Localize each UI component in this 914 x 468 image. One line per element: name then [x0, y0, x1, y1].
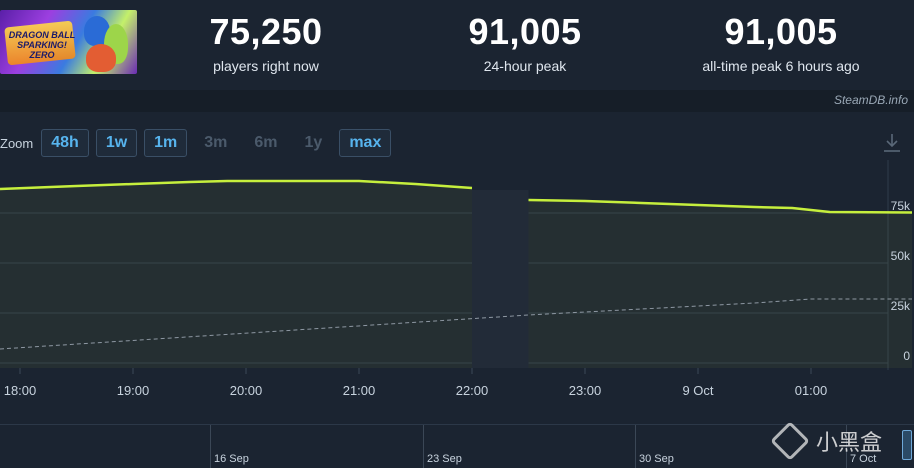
zoom-bar: Zoom 48h 1w 1m 3m 6m 1y max: [0, 128, 398, 158]
navigator-label: 16 Sep: [214, 453, 249, 465]
navigator-label: 7 Oct: [850, 453, 877, 465]
zoom-6m-button[interactable]: 6m: [254, 134, 278, 151]
y-tick-label: 25k: [891, 299, 911, 313]
chart-area-fills: [0, 181, 912, 368]
chart-gap-regions: [472, 190, 529, 368]
chart-header-strip: SteamDB.info: [0, 90, 914, 112]
all-time-peak-value: 91,005: [724, 11, 838, 52]
navigator-handle[interactable]: [902, 430, 912, 460]
zoom-1m-button[interactable]: 1m: [144, 129, 188, 157]
current-players-value: 75,250: [209, 11, 323, 52]
navigator-tick: [635, 425, 636, 468]
24h-peak-value: 91,005: [468, 11, 582, 52]
current-players-stat: 75,250 players right now: [196, 11, 336, 75]
no-data-region: [472, 190, 529, 368]
comparison-dashed-line: [0, 298, 912, 350]
current-players-label: players right now: [213, 58, 319, 74]
chart-x-ticks: 18:00 19:00 20:00 21:00 22:00 23:00 9 Oct 01:00: [4, 368, 828, 398]
zoom-1y-button[interactable]: 1y: [304, 134, 323, 151]
xiaoheihe-watermark: 小黑盒: [770, 421, 883, 461]
steamdb-watermark: SteamDB.info: [833, 93, 908, 107]
zoom-1w-button[interactable]: 1w: [95, 129, 138, 157]
x-tick-label: 18:00: [4, 383, 37, 398]
x-tick-label: 19:00: [117, 383, 150, 398]
x-tick-label: 9 Oct: [682, 383, 713, 398]
navigator-tick: [846, 425, 847, 468]
series-area: [528, 200, 912, 368]
player-count-line: [528, 198, 913, 214]
download-icon[interactable]: [882, 132, 902, 154]
time-navigator[interactable]: 16 Sep 23 Sep 30 Sep 7 Oct: [0, 424, 914, 468]
character-figure: [86, 44, 116, 72]
series-area: [0, 181, 472, 368]
zoom-max-button[interactable]: max: [339, 129, 392, 157]
stats-header: DRAGON BALL SPARKING! ZERO 75,250 player…: [0, 0, 914, 88]
xiaoheihe-watermark-text: 小黑盒: [816, 431, 883, 456]
navigator-label: 30 Sep: [639, 453, 674, 465]
y-tick-label: 0: [903, 349, 910, 363]
chart-y-ticks: 75k 50k 25k 0: [891, 199, 911, 363]
navigator-tick: [423, 425, 424, 468]
24h-peak-label: 24-hour peak: [483, 58, 567, 74]
y-tick-label: 75k: [891, 199, 911, 213]
xiaoheihe-logo-icon: [770, 421, 810, 461]
navigator-label: 23 Sep: [427, 453, 462, 465]
x-tick-label: 20:00: [230, 383, 263, 398]
x-tick-label: 23:00: [569, 383, 602, 398]
y-tick-label: 50k: [891, 249, 911, 263]
x-tick-label: 21:00: [343, 383, 376, 398]
x-tick-label: 22:00: [456, 383, 489, 398]
zoom-label: Zoom: [0, 135, 34, 151]
player-count-line: [0, 179, 473, 191]
zoom-48h-button[interactable]: 48h: [41, 129, 89, 157]
all-time-peak-label: all-time peak 6 hours ago: [702, 58, 860, 74]
game-cover-image[interactable]: DRAGON BALL SPARKING! ZERO: [0, 10, 137, 74]
chart-grid: [0, 160, 889, 370]
x-tick-label: 01:00: [795, 383, 828, 398]
chart-series-lines: [0, 179, 913, 350]
navigator-tick: [210, 425, 211, 468]
24h-peak-stat: 91,005 24-hour peak: [452, 11, 598, 75]
player-count-chart[interactable]: 75k 50k 25k 0 18:00 19:00 20:00 21:00 22:00 23:0…: [0, 160, 914, 410]
all-time-peak-stat: 91,005 all-time peak 6 hours ago: [690, 11, 872, 75]
zoom-3m-button[interactable]: 3m: [204, 134, 228, 151]
game-logo-text: DRAGON BALL SPARKING! ZERO: [8, 30, 76, 60]
